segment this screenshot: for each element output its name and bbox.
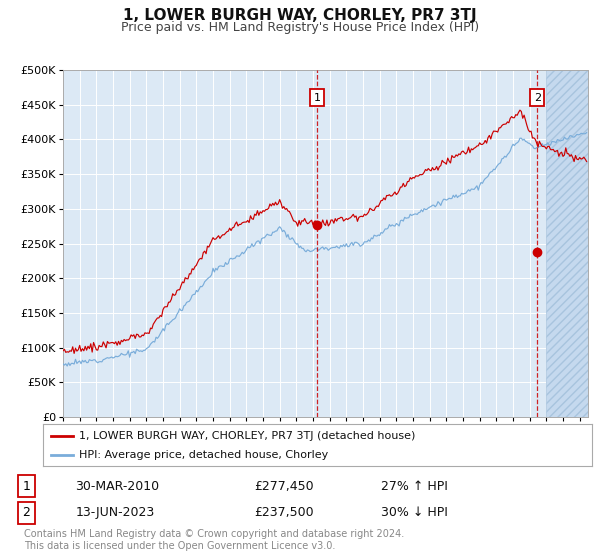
Text: £277,450: £277,450 <box>254 479 314 493</box>
Text: 30% ↓ HPI: 30% ↓ HPI <box>380 506 448 520</box>
Text: 27% ↑ HPI: 27% ↑ HPI <box>380 479 448 493</box>
Text: 1, LOWER BURGH WAY, CHORLEY, PR7 3TJ: 1, LOWER BURGH WAY, CHORLEY, PR7 3TJ <box>123 8 477 24</box>
Text: 13-JUN-2023: 13-JUN-2023 <box>76 506 155 520</box>
Bar <box>547 70 588 417</box>
Text: 1, LOWER BURGH WAY, CHORLEY, PR7 3TJ (detached house): 1, LOWER BURGH WAY, CHORLEY, PR7 3TJ (de… <box>79 431 415 441</box>
Text: Price paid vs. HM Land Registry's House Price Index (HPI): Price paid vs. HM Land Registry's House … <box>121 21 479 34</box>
Text: £237,500: £237,500 <box>254 506 314 520</box>
Text: 2: 2 <box>534 93 541 103</box>
Text: 1: 1 <box>22 479 31 493</box>
Text: 30-MAR-2010: 30-MAR-2010 <box>76 479 160 493</box>
Text: Contains HM Land Registry data © Crown copyright and database right 2024.
This d: Contains HM Land Registry data © Crown c… <box>24 529 404 551</box>
Text: 1: 1 <box>314 93 320 103</box>
Text: HPI: Average price, detached house, Chorley: HPI: Average price, detached house, Chor… <box>79 450 328 460</box>
Text: 2: 2 <box>22 506 31 520</box>
